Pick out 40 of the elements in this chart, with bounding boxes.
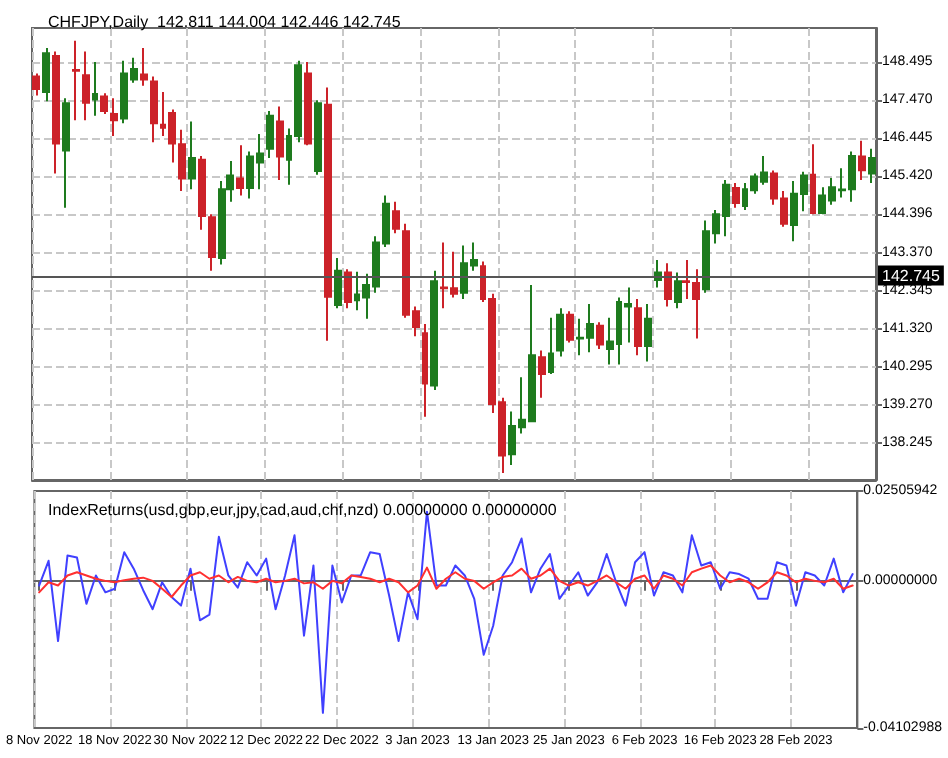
candlestick bbox=[674, 271, 682, 310]
candlestick bbox=[868, 147, 876, 184]
candlestick bbox=[110, 97, 118, 137]
candlestick bbox=[266, 110, 274, 159]
candlestick bbox=[62, 97, 70, 209]
candlestick bbox=[422, 323, 428, 418]
candlestick bbox=[664, 262, 672, 308]
chart-title: CHFJPY,Daily 142.811 144.004 142.446 142.745 bbox=[48, 13, 402, 31]
candlestick bbox=[72, 39, 80, 122]
candlestick bbox=[556, 307, 564, 358]
candlestick bbox=[150, 75, 158, 144]
candlestick bbox=[810, 143, 816, 216]
candlestick bbox=[392, 200, 400, 235]
candlestick bbox=[634, 298, 642, 357]
candlestick bbox=[314, 99, 322, 176]
text: IndexReturns(usd,gbp,eur,jpy,cad,aud,chf,nzd) 0.00000000 0.00000000 bbox=[48, 501, 558, 519]
candlestick bbox=[236, 144, 244, 197]
candlestick bbox=[52, 50, 60, 175]
candlestick bbox=[82, 50, 90, 122]
candlestick bbox=[430, 269, 438, 391]
candlestick bbox=[344, 268, 352, 310]
candlestick bbox=[32, 72, 40, 97]
candlestick bbox=[548, 316, 554, 375]
candlestick bbox=[538, 349, 546, 399]
candlestick bbox=[188, 120, 196, 191]
candlestick bbox=[566, 310, 574, 344]
candlestick bbox=[596, 321, 604, 350]
candlestick bbox=[324, 86, 332, 342]
candlestick bbox=[92, 60, 98, 117]
candlestick bbox=[42, 47, 50, 103]
candlestick bbox=[644, 302, 652, 363]
ref-line-label: 142.745 bbox=[882, 266, 941, 285]
candlestick bbox=[140, 47, 148, 87]
candlestick bbox=[276, 105, 284, 181]
candlestick bbox=[304, 60, 312, 147]
line-series bbox=[38, 564, 854, 598]
candlestick bbox=[732, 181, 740, 209]
candlestick bbox=[100, 92, 108, 116]
candlestick bbox=[334, 257, 342, 310]
candlestick bbox=[858, 139, 866, 181]
